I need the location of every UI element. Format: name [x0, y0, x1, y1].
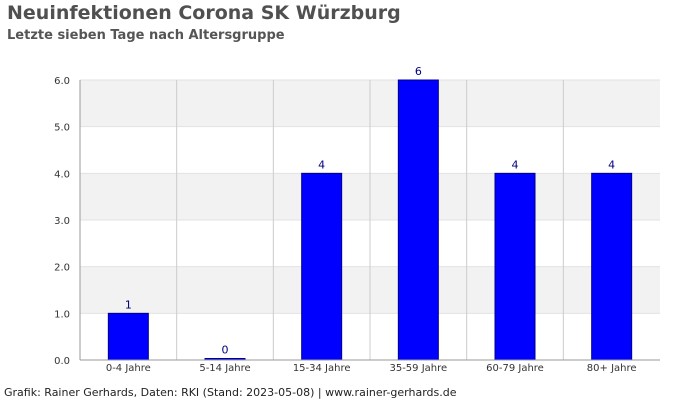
bar-4: [397, 79, 439, 361]
bar-value-label: 4: [512, 158, 519, 171]
x-tick-label: 15-34 Jahre: [293, 363, 351, 374]
y-tick-label: 5.0: [54, 123, 70, 134]
y-tick-label: 0.0: [54, 356, 70, 367]
x-tick-label: 0-4 Jahre: [106, 363, 151, 374]
chart-footer: Grafik: Rainer Gerhards, Daten: RKI (Sta…: [4, 386, 457, 399]
chart-subtitle: Letzte sieben Tage nach Altersgruppe: [7, 28, 285, 43]
x-tick-label: 5-14 Jahre: [199, 363, 250, 374]
y-tick-label: 3.0: [54, 216, 70, 227]
value-labels: 1 0 4 6 4 4: [125, 65, 615, 357]
y-tick-label: 4.0: [54, 169, 70, 180]
y-tick-label: 1.0: [54, 309, 70, 320]
bar-series: [107, 79, 633, 361]
bar-value-label: 4: [318, 158, 325, 171]
bar-value-label: 1: [125, 298, 132, 311]
bar-3: [301, 172, 343, 361]
bar-6: [591, 172, 633, 361]
y-tick-label: 6.0: [54, 76, 70, 87]
bar-1: [107, 312, 149, 361]
bar-value-label: 0: [222, 344, 229, 357]
x-tick-label: 35-59 Jahre: [389, 363, 447, 374]
bar-5: [494, 172, 536, 361]
x-tick-label: 80+ Jahre: [587, 363, 637, 374]
y-tick-label: 2.0: [54, 263, 70, 274]
bar-value-label: 6: [415, 65, 422, 78]
x-tick-label: 60-79 Jahre: [486, 363, 544, 374]
chart-title: Neuinfektionen Corona SK Würzburg: [7, 2, 401, 24]
axes: 0.0 1.0 2.0 3.0 4.0 5.0 6.0 0-4 Jahre 5-14 Jahre…: [54, 76, 660, 374]
bar-value-label: 4: [608, 158, 615, 171]
